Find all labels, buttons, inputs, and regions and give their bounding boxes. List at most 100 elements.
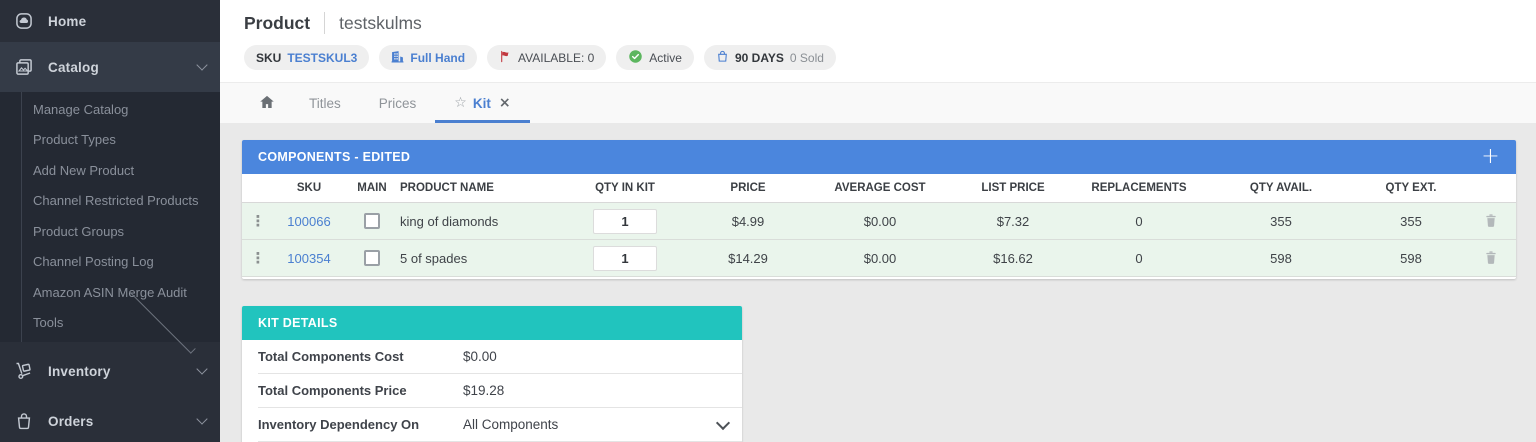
component-replacements: 0 xyxy=(1135,213,1143,229)
sidebar-item-orders[interactable]: Orders xyxy=(0,396,220,442)
inventory-dependency-select[interactable]: All Components xyxy=(463,417,559,432)
flag-icon xyxy=(499,50,512,66)
active-badge: Active xyxy=(616,45,694,70)
component-list-price: $7.32 xyxy=(996,213,1030,229)
page-title: Product xyxy=(244,12,311,33)
sidebar-item-inventory-label: Inventory xyxy=(48,363,111,379)
components-panel: COMPONENTS - EDITED + SKU MAIN PRODUCT N… xyxy=(242,140,1516,279)
sidebar-item-product-types[interactable]: Product Types xyxy=(33,132,116,148)
delete-component-button[interactable] xyxy=(1481,210,1501,231)
sidebar-item-product-groups[interactable]: Product Groups xyxy=(33,223,125,239)
components-panel-header: COMPONENTS - EDITED + xyxy=(242,140,1516,174)
check-circle-icon xyxy=(628,49,643,67)
sidebar-item-catalog[interactable]: Catalog xyxy=(0,42,220,92)
component-price: $14.29 xyxy=(728,250,768,266)
kit-row-total-price: Total Components Price $19.28 xyxy=(258,374,742,408)
sidebar: Home Catalog Manage Catalog Product Type… xyxy=(0,0,220,442)
component-sku-link[interactable]: 100354 xyxy=(287,250,331,266)
tab-bar: Titles Prices ☆ Kit × xyxy=(220,82,1536,123)
add-component-button[interactable]: + xyxy=(1481,144,1500,169)
main-area: Product testskulms SKU TESTSKUL3 Full Ha… xyxy=(220,0,1536,442)
chevron-down-icon xyxy=(196,413,208,425)
component-qty-ext: 355 xyxy=(1400,213,1422,229)
close-tab-icon[interactable]: × xyxy=(498,95,511,111)
trash-icon xyxy=(1483,251,1499,269)
full-hand-badge: Full Hand xyxy=(379,45,478,70)
delete-component-button[interactable] xyxy=(1481,247,1501,268)
kit-row-total-cost: Total Components Cost $0.00 xyxy=(258,340,742,374)
content-area: COMPONENTS - EDITED + SKU MAIN PRODUCT N… xyxy=(220,123,1536,442)
home-icon xyxy=(14,11,34,31)
warehouse-icon xyxy=(391,50,404,66)
main-checkbox[interactable] xyxy=(364,213,380,230)
col-price: PRICE xyxy=(730,182,766,194)
sidebar-item-manage-catalog[interactable]: Manage Catalog xyxy=(33,101,129,117)
days-sold-label: 0 Sold xyxy=(789,50,824,65)
sidebar-item-home[interactable]: Home xyxy=(0,0,220,42)
drag-handle-icon[interactable]: ⋮ xyxy=(250,211,266,230)
tab-kit[interactable]: ☆ Kit × xyxy=(435,83,530,123)
kit-row-label: Inventory Dependency On xyxy=(258,417,420,432)
component-list-price: $16.62 xyxy=(993,250,1033,266)
product-name: testskulms xyxy=(339,12,422,33)
full-hand-link[interactable]: Full Hand xyxy=(410,50,466,65)
component-avg-cost: $0.00 xyxy=(863,250,897,266)
drag-handle-icon[interactable]: ⋮ xyxy=(250,248,266,267)
sidebar-item-channel-restricted-products[interactable]: Channel Restricted Products xyxy=(33,193,199,209)
component-price: $4.99 xyxy=(731,213,765,229)
main-checkbox[interactable] xyxy=(364,250,380,267)
kit-row-value: $19.28 xyxy=(463,383,505,398)
home-tab-icon xyxy=(257,93,277,114)
table-row: ⋮ 100354 5 of spades $14.29 $0.00 $16.62… xyxy=(242,240,1516,277)
trash-icon xyxy=(1483,214,1499,232)
catalog-submenu: Manage Catalog Product Types Add New Pro… xyxy=(0,92,220,354)
col-main: MAIN xyxy=(357,182,387,194)
col-replacements: REPLACEMENTS xyxy=(1091,182,1187,194)
table-row: ⋮ 100066 king of diamonds $4.99 $0.00 $7… xyxy=(242,203,1516,240)
sidebar-item-orders-label: Orders xyxy=(48,413,94,429)
bag-icon xyxy=(716,50,729,66)
star-icon[interactable]: ☆ xyxy=(454,95,467,111)
page-header: Product testskulms SKU TESTSKUL3 Full Ha… xyxy=(220,0,1536,82)
available-label: AVAILABLE: 0 xyxy=(518,50,595,65)
qty-in-kit-input[interactable] xyxy=(593,208,657,234)
tab-kit-label: Kit xyxy=(472,95,491,111)
sidebar-group-catalog: Catalog Manage Catalog Product Types Add… xyxy=(0,42,220,354)
col-sku: SKU xyxy=(296,182,322,194)
component-qty-avail: 355 xyxy=(1270,213,1292,229)
tab-titles[interactable]: Titles xyxy=(309,95,341,111)
badge-row: SKU TESTSKUL3 Full Hand AVAILABLE: 0 xyxy=(244,45,1536,70)
sku-label: SKU xyxy=(256,50,282,65)
col-list-price: LIST PRICE xyxy=(981,182,1045,194)
sidebar-item-tools[interactable]: Tools xyxy=(0,287,220,354)
chevron-down-icon[interactable] xyxy=(715,415,731,430)
active-label: Active xyxy=(649,50,682,65)
component-qty-ext: 598 xyxy=(1400,250,1422,266)
title-row: Product testskulms xyxy=(244,9,1536,37)
title-divider xyxy=(324,12,326,34)
col-average-cost: AVERAGE COST xyxy=(834,182,926,194)
kit-row-inventory-dependency: Inventory Dependency On All Components xyxy=(258,408,742,442)
sidebar-item-add-new-product[interactable]: Add New Product xyxy=(33,162,135,178)
component-sku-link[interactable]: 100066 xyxy=(287,213,331,229)
kit-details-panel: KIT DETAILS Total Components Cost $0.00 … xyxy=(242,306,742,442)
days-sold-badge: 90 DAYS 0 Sold xyxy=(703,45,836,70)
qty-in-kit-input[interactable] xyxy=(593,245,657,271)
available-badge: AVAILABLE: 0 xyxy=(487,45,607,70)
tab-home[interactable] xyxy=(244,83,290,123)
component-product-name: 5 of spades xyxy=(400,250,468,266)
sidebar-item-amazon-asin-merge-audit[interactable]: Amazon ASIN Merge Audit xyxy=(33,284,187,300)
chevron-down-icon xyxy=(196,363,208,375)
sku-value-link[interactable]: TESTSKUL3 xyxy=(287,50,358,65)
sku-badge: SKU TESTSKUL3 xyxy=(244,45,370,70)
tab-prices[interactable]: Prices xyxy=(378,95,417,111)
col-qty-ext: QTY EXT. xyxy=(1385,182,1437,194)
catalog-icon xyxy=(14,57,34,77)
sidebar-item-channel-posting-log[interactable]: Channel Posting Log xyxy=(33,254,154,270)
component-qty-avail: 598 xyxy=(1270,250,1292,266)
sidebar-item-inventory[interactable]: Inventory xyxy=(0,346,220,396)
col-product-name: PRODUCT NAME xyxy=(400,182,494,194)
col-qty-avail: QTY AVAIL. xyxy=(1249,182,1313,194)
sidebar-item-home-label: Home xyxy=(48,13,87,29)
sidebar-item-catalog-label: Catalog xyxy=(48,59,99,75)
